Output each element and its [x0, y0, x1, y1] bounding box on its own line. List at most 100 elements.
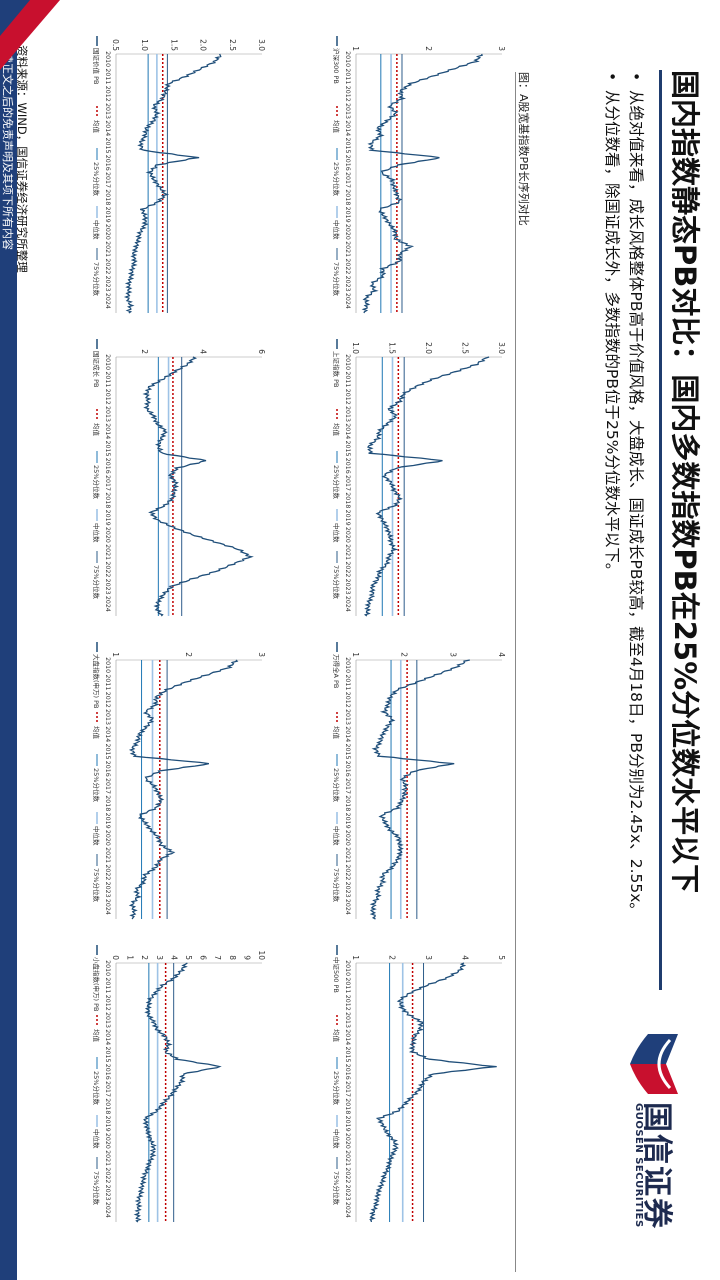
x-tick-label: 2011: [344, 674, 351, 690]
x-tick-label: 2019: [104, 813, 111, 829]
y-tick-label: 4: [497, 652, 506, 657]
x-tick-label: 2019: [344, 813, 351, 829]
pb-series-line: [142, 356, 254, 617]
y-tick-label: 4: [169, 955, 178, 960]
pb-series-line: [363, 356, 490, 617]
pb-series-line: [361, 53, 483, 314]
x-tick-label: 2011: [344, 977, 351, 993]
legend-label-p25: 25%分位数: [92, 162, 101, 196]
x-tick-label: 2011: [104, 977, 111, 993]
y-tick-label: 4: [199, 349, 208, 354]
x-tick-label: 2011: [104, 68, 111, 84]
x-tick-label: 2010: [344, 354, 351, 370]
y-tick-label: 3: [448, 652, 457, 657]
legend-label-pb: 国证价值 PB: [92, 48, 101, 84]
x-tick-label: 2024: [104, 1202, 111, 1218]
y-tick-label: 3: [257, 652, 266, 657]
legend-label-pb: 万得全A PB: [332, 654, 341, 688]
y-tick-label: 2: [140, 955, 149, 960]
x-tick-label: 2019: [344, 1116, 351, 1132]
x-tick-label: 2013: [104, 103, 111, 119]
y-tick-label: 3: [155, 955, 164, 960]
y-tick-label: 2: [140, 349, 149, 354]
y-tick-label: 2.5: [228, 39, 237, 51]
x-tick-label: 2017: [344, 778, 351, 794]
x-tick-label: 2020: [344, 830, 351, 846]
x-tick-label: 2015: [104, 137, 111, 153]
x-tick-label: 2019: [104, 1116, 111, 1132]
y-tick-label: 3: [424, 955, 433, 960]
x-tick-label: 2018: [104, 1098, 111, 1114]
x-tick-label: 2023: [104, 579, 111, 595]
x-tick-label: 2013: [344, 103, 351, 119]
y-tick-label: 0.5: [111, 39, 120, 51]
x-tick-label: 2014: [344, 1029, 351, 1045]
x-tick-label: 2018: [104, 492, 111, 508]
x-tick-label: 2016: [104, 458, 111, 474]
x-tick-label: 2015: [104, 1046, 111, 1062]
x-tick-label: 2021: [344, 847, 351, 863]
legend-label-mean: 均值: [332, 726, 341, 740]
y-tick-label: 2.5: [461, 342, 470, 354]
legend-label-pb: 大盘指数(申万) PB: [92, 654, 101, 709]
x-tick-label: 2011: [344, 371, 351, 387]
x-tick-label: 2017: [344, 1081, 351, 1097]
y-tick-label: 1: [351, 46, 360, 51]
y-tick-label: 7: [213, 955, 222, 960]
x-tick-label: 2021: [344, 1150, 351, 1166]
x-tick-label: 2018: [344, 189, 351, 205]
legend-label-mean: 均值: [92, 1029, 101, 1043]
y-tick-label: 6: [199, 955, 208, 960]
legend-label-pb: 上证指数 PB: [332, 351, 341, 387]
x-tick-label: 2021: [104, 1150, 111, 1166]
x-tick-label: 2021: [344, 544, 351, 560]
x-tick-label: 2024: [104, 596, 111, 612]
chart-panel-4: 1 2 3 4 520102011201220132014201520162017201…: [332, 945, 506, 1222]
y-tick-label: 1.0: [140, 39, 149, 51]
pb-series-line: [369, 962, 497, 1222]
x-tick-label: 2020: [104, 224, 111, 240]
chart-panel-7: 1 2 32010201120122013201420152016201720182…: [92, 642, 266, 920]
x-tick-label: 2022: [104, 258, 111, 274]
x-tick-label: 2017: [104, 778, 111, 794]
x-tick-label: 2022: [104, 864, 111, 880]
x-tick-label: 2013: [344, 406, 351, 422]
x-tick-label: 2019: [104, 207, 111, 223]
legend-label-p25: 25%分位数: [92, 768, 101, 802]
x-tick-label: 2019: [344, 207, 351, 223]
x-tick-label: 2024: [344, 293, 351, 309]
x-tick-label: 2017: [344, 172, 351, 188]
y-tick-label: 1: [351, 955, 360, 960]
legend-label-median: 中位数: [92, 220, 101, 240]
x-tick-label: 2023: [344, 882, 351, 898]
x-tick-label: 2014: [344, 120, 351, 136]
y-tick-label: 3: [497, 46, 506, 51]
legend-label-pb: 小盘指数(申万) PB: [92, 957, 101, 1012]
legend-label-median: 中位数: [92, 826, 101, 846]
y-tick-label: 1: [351, 652, 360, 657]
legend-label-pb: 中证500 PB: [332, 957, 341, 993]
x-tick-label: 2024: [104, 293, 111, 309]
x-tick-label: 2015: [104, 440, 111, 456]
x-tick-label: 2014: [104, 726, 111, 742]
legend-label-mean: 均值: [332, 1029, 341, 1043]
x-tick-label: 2016: [104, 155, 111, 171]
pb-series-line: [369, 659, 470, 920]
logo: 国信证券 GUOSEN SECURITIES: [618, 1030, 688, 1270]
legend-label-mean: 均值: [332, 120, 341, 134]
y-tick-label: 2: [388, 955, 397, 960]
x-tick-label: 2020: [344, 224, 351, 240]
chart-panel-1: 1 2 32010201120122013201420152016201720182…: [332, 36, 506, 314]
x-tick-label: 2013: [104, 406, 111, 422]
x-tick-label: 2017: [104, 475, 111, 491]
x-tick-label: 2013: [104, 709, 111, 725]
x-tick-label: 2018: [344, 492, 351, 508]
x-tick-label: 2015: [104, 743, 111, 759]
y-tick-label: 1: [111, 652, 120, 657]
x-tick-label: 2014: [344, 423, 351, 439]
logo-mark-icon: [630, 1034, 678, 1094]
x-tick-label: 2013: [344, 1012, 351, 1028]
x-tick-label: 2021: [344, 241, 351, 257]
